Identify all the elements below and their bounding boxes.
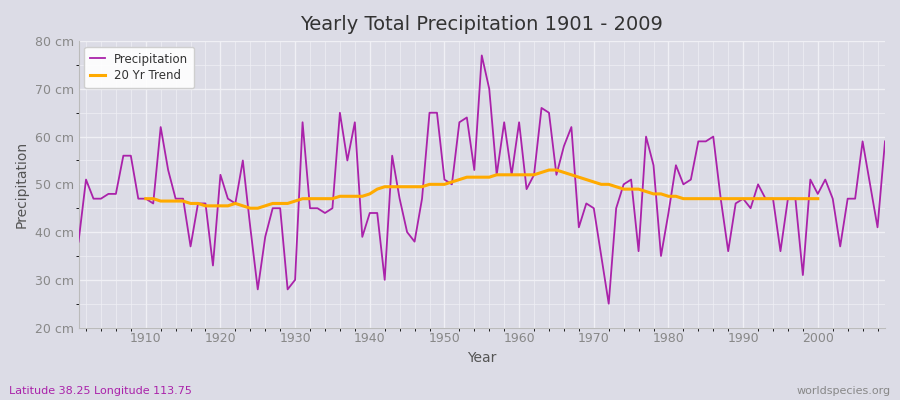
Precipitation (514, 120, 525, 125)
Line: Precipitation: Precipitation (78, 56, 885, 304)
20 Yr Trend (304, 196, 315, 201)
Precipitation (879, 139, 890, 144)
20 Yr Trend (805, 196, 815, 201)
20 Yr Trend (723, 196, 734, 201)
20 Yr Trend (536, 170, 547, 175)
Legend: Precipitation, 20 Yr Trend: Precipitation, 20 Yr Trend (85, 47, 194, 88)
20 Yr Trend (245, 206, 256, 211)
20 Yr Trend (813, 196, 824, 201)
Precipitation (603, 301, 614, 306)
Line: 20 Yr Trend: 20 Yr Trend (146, 170, 818, 208)
X-axis label: Year: Year (467, 351, 497, 365)
Precipitation (297, 120, 308, 125)
Precipitation (342, 158, 353, 163)
20 Yr Trend (544, 168, 554, 172)
Title: Yearly Total Precipitation 1901 - 2009: Yearly Total Precipitation 1901 - 2009 (301, 15, 663, 34)
Text: worldspecies.org: worldspecies.org (796, 386, 891, 396)
Precipitation (476, 53, 487, 58)
Precipitation (521, 187, 532, 192)
20 Yr Trend (140, 196, 151, 201)
20 Yr Trend (222, 204, 233, 208)
Precipitation (618, 182, 629, 187)
20 Yr Trend (320, 196, 330, 201)
Precipitation (73, 239, 84, 244)
Precipitation (133, 196, 144, 201)
Text: Latitude 38.25 Longitude 113.75: Latitude 38.25 Longitude 113.75 (9, 386, 192, 396)
Y-axis label: Precipitation: Precipitation (15, 141, 29, 228)
